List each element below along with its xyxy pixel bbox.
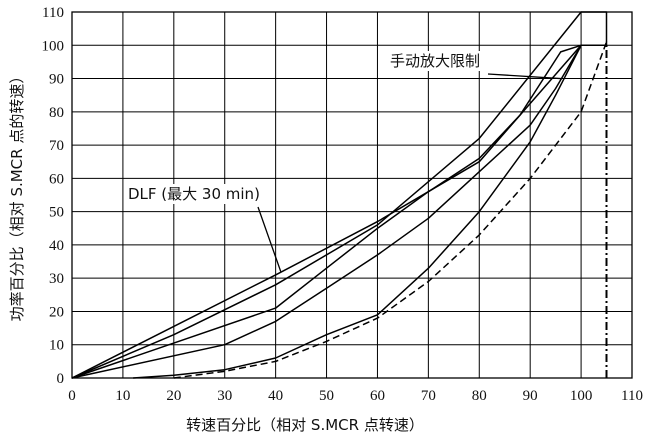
y-tick-label: 110 [42,5,64,21]
x-tick-label: 110 [621,388,643,404]
series-lower-knee-curve [71,44,582,379]
y-tick-label: 30 [49,271,64,287]
y-tick-label: 0 [57,371,65,387]
y-tick-label: 90 [49,72,64,88]
x-tick-label: 100 [570,388,593,404]
y-tick-label: 60 [49,171,64,187]
annotation-label: 手动放大限制 [390,52,480,70]
x-tick-label: 0 [68,388,76,404]
x-tick-label: 70 [421,388,436,404]
annotation-bg [126,184,262,204]
x-axis-label: 转速百分比（相对 S.MCR 点转速） [186,416,424,434]
annotation-leader [487,73,561,80]
x-tick-label: 20 [166,388,181,404]
x-tick-label: 50 [319,388,334,404]
x-tick-label: 80 [472,388,487,404]
series-group [71,11,608,379]
x-tick-label: 90 [523,388,538,404]
series-propeller-curve [133,44,582,379]
annotation-leader [257,206,282,272]
x-tick-label: 10 [115,388,130,404]
annotations: 手动放大限制 DLF (最大 30 min) [126,51,561,272]
grid [72,12,632,378]
y-axis-label: 功率百分比（相对 S.MCR 点的转速） [8,69,26,322]
y-tick-label: 70 [49,138,64,154]
annotation-label: DLF (最大 30 min) [128,185,260,203]
series-upper-knee-curve [71,44,582,379]
plot-frame [71,11,633,379]
y-tick-label: 100 [42,38,65,54]
y-tick-label: 50 [49,205,64,221]
annotation-bg [388,51,483,71]
x-tick-label: 30 [217,388,232,404]
y-tick-label: 80 [49,105,64,121]
y-tick-label: 40 [49,238,64,254]
y-tick-label: 20 [49,304,64,320]
series-propeller-curve-dashed [173,41,608,379]
x-tick-label: 60 [370,388,385,404]
tick-labels: 0 10 20 30 40 50 60 70 80 90 100 110 0 10 20 30 40 50 60 70… [42,5,643,404]
x-tick-label: 40 [268,388,283,404]
y-tick-label: 10 [49,338,64,354]
axes [71,11,633,379]
